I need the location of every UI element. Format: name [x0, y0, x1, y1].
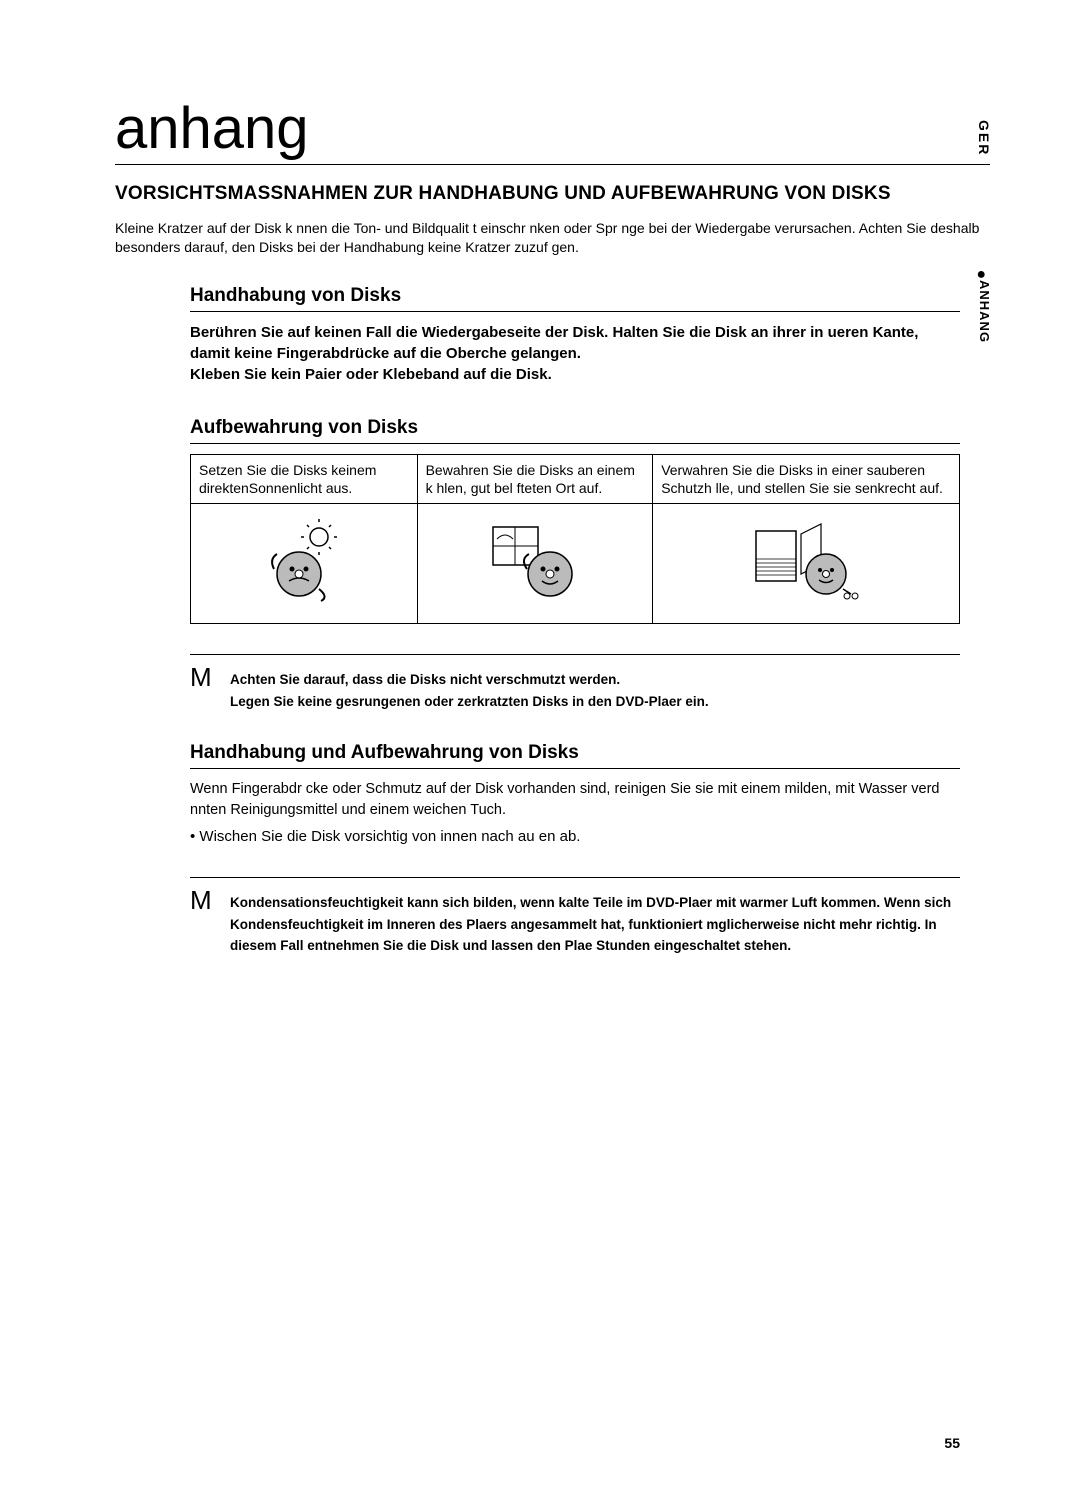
table-cell-image	[191, 504, 418, 624]
disc-window-icon	[485, 519, 585, 604]
subsection-handling-storage: Handhabung und Aufbewahrung von Disks We…	[190, 742, 960, 956]
language-tag: GER	[976, 120, 992, 156]
table-row	[191, 504, 960, 624]
table-cell: Verwahren Sie die Disks in einer saubere…	[653, 454, 960, 503]
page-number: 55	[944, 1435, 960, 1451]
note-text: Kondensationsfeuchtigkeit kann sich bild…	[230, 886, 960, 957]
storage-table: Setzen Sie die Disks keinem direktenSonn…	[190, 454, 960, 624]
section-title: VORSICHTSMASSNAHMEN ZUR HANDHABUNG UND A…	[115, 183, 990, 205]
disc-sun-icon	[259, 519, 349, 604]
table-cell-image	[417, 504, 653, 624]
page-content: GER ● ANHANG anhang VORSICHTSMASSNAHMEN …	[0, 0, 1080, 1027]
subsection-title: Handhabung von Disks	[190, 285, 960, 312]
intro-paragraph: Kleine Kratzer auf der Disk k nnen die T…	[115, 219, 990, 257]
table-cell: Bewahren Sie die Disks an einem k hlen, …	[417, 454, 653, 503]
table-cell: Setzen Sie die Disks keinem direktenSonn…	[191, 454, 418, 503]
disc-case-icon	[751, 519, 861, 604]
note-text: Achten Sie darauf, dass die Disks nicht …	[230, 663, 709, 712]
table-row: Setzen Sie die Disks keinem direktenSonn…	[191, 454, 960, 503]
bullet-item: • Wischen Sie die Disk vorsichtig von in…	[190, 826, 960, 847]
note-marker: M	[190, 663, 230, 712]
note-block: M Achten Sie darauf, dass die Disks nich…	[190, 654, 960, 712]
subsection-title: Aufbewahrung von Disks	[190, 417, 960, 444]
table-cell-image	[653, 504, 960, 624]
subsection-body: Berühren Sie auf keinen Fall die Wiederg…	[190, 322, 960, 385]
note-marker: M	[190, 886, 230, 957]
main-title: anhang	[115, 95, 990, 165]
subsection-handling: Handhabung von Disks Berühren Sie auf ke…	[190, 285, 960, 385]
subsection-body: Wenn Fingerabdr cke oder Schmutz auf der…	[190, 779, 960, 820]
subsection-title: Handhabung und Aufbewahrung von Disks	[190, 742, 960, 769]
note-block: M Kondensationsfeuchtigkeit kann sich bi…	[190, 877, 960, 957]
side-tab-label: ANHANG	[977, 280, 992, 343]
subsection-storage: Aufbewahrung von Disks Setzen Sie die Di…	[190, 417, 960, 713]
